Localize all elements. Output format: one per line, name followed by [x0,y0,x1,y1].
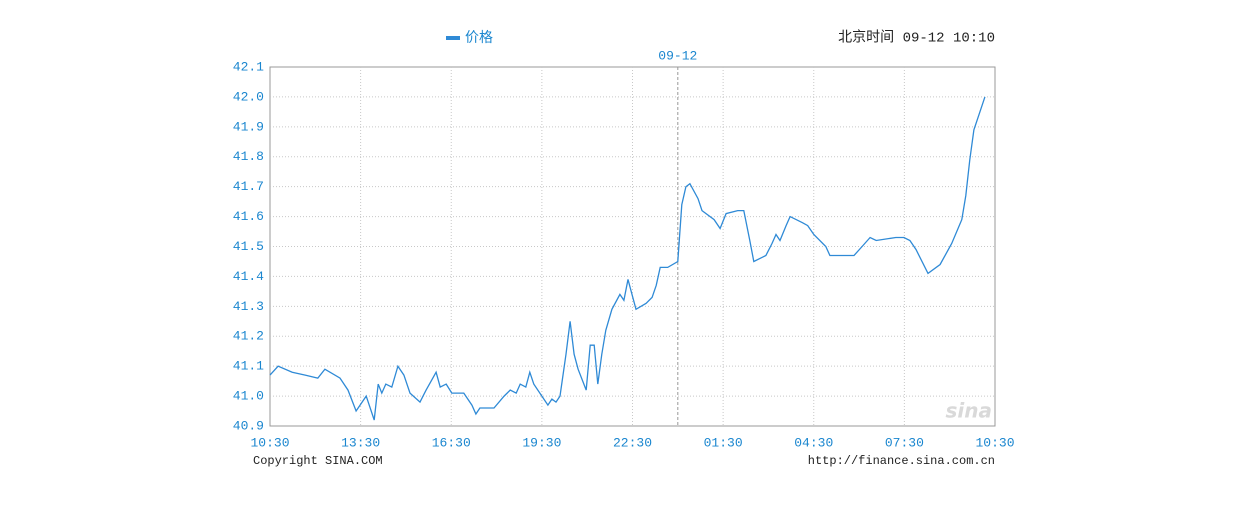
x-tick-label: 04:30 [794,435,833,450]
x-tick-label: 13:30 [341,435,380,450]
x-tick-label: 19:30 [522,435,561,450]
x-tick-label: 16:30 [432,435,471,450]
y-tick-label: 41.7 [233,179,264,194]
header-time: 北京时间 09-12 10:10 [838,30,995,47]
legend-swatch [446,36,460,40]
y-tick-label: 41.6 [233,209,264,224]
x-tick-label: 10:30 [250,435,289,450]
price-line [269,96,986,421]
y-tick-label: 40.9 [233,418,264,433]
y-tick-label: 41.4 [233,269,264,284]
y-tick-label: 42.1 [233,59,264,74]
legend-label: 价格 [465,30,493,46]
copyright: Copyright SINA.COM [253,454,383,468]
y-tick-label: 41.3 [233,299,264,314]
y-tick-label: 41.2 [233,329,264,344]
watermark: sina [946,399,993,423]
x-tick-label: 01:30 [704,435,743,450]
y-tick-label: 41.1 [233,359,264,374]
y-tick-label: 41.0 [233,389,264,404]
y-tick-label: 41.9 [233,119,264,134]
y-tick-label: 42.0 [233,89,264,104]
y-tick-label: 41.5 [233,239,264,254]
date-label: 09-12 [658,48,697,63]
x-tick-label: 07:30 [885,435,924,450]
y-tick-label: 41.8 [233,149,264,164]
source-url: http://finance.sina.com.cn [808,454,995,468]
x-tick-label: 10:30 [975,435,1014,450]
x-tick-label: 22:30 [613,435,652,450]
